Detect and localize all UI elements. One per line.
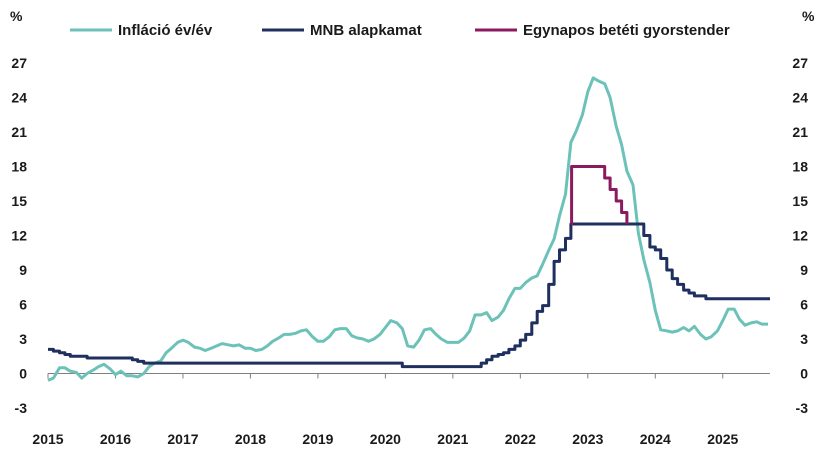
series-line-1: [48, 222, 770, 369]
y-tick-right: 27: [792, 55, 808, 71]
y-axis-right: -3 0 3 6 9 12 15 18 21 24 27: [792, 55, 808, 416]
y-tick-right: 9: [800, 262, 808, 278]
y-tick-left: 21: [11, 124, 27, 140]
x-tick-label: 2023: [572, 431, 603, 447]
y-tick-left: 27: [11, 55, 27, 71]
legend-label-0: Infláció év/év: [118, 22, 213, 39]
x-tick-label: 2015: [32, 431, 63, 447]
x-tick-label: 2022: [505, 431, 536, 447]
x-tick-label: 2021: [437, 431, 468, 447]
y-tick-right: 12: [792, 228, 808, 244]
y-tick-right: -3: [796, 400, 809, 416]
plot-area: [47, 76, 770, 382]
y-axis-right-label: %: [802, 8, 815, 24]
x-tick-label: 2024: [640, 431, 671, 447]
y-tick-left: -3: [15, 400, 28, 416]
legend-label-1: MNB alapkamat: [310, 22, 422, 39]
y-tick-left: 0: [19, 366, 27, 382]
legend: Infláció év/év MNB alapkamat Egynapos beté…: [70, 22, 730, 39]
y-tick-right: 15: [792, 193, 808, 209]
y-tick-right: 0: [800, 366, 808, 382]
x-axis: 2015 2016 2017 2018 2019 2020 2021 2022 2023 2024…: [32, 373, 770, 447]
y-axis-left: -3 0 3 6 9 12 15 18 21 24 27: [11, 55, 27, 416]
x-tick-label: 2016: [100, 431, 131, 447]
y-axis-left-label: %: [10, 8, 23, 24]
legend-label-2: Egynapos betéti gyorstender: [523, 22, 730, 39]
x-tick-label: 2017: [167, 431, 198, 447]
y-tick-left: 3: [19, 331, 27, 347]
x-tick-label: 2019: [302, 431, 333, 447]
y-tick-right: 24: [792, 90, 808, 106]
x-tick-label: 2018: [235, 431, 266, 447]
y-tick-right: 6: [800, 297, 808, 313]
series-line-2: [570, 165, 629, 226]
y-tick-left: 9: [19, 262, 27, 278]
y-tick-left: 12: [11, 228, 27, 244]
x-tick-label: 2025: [707, 431, 738, 447]
y-tick-right: 21: [792, 124, 808, 140]
y-tick-right: 3: [800, 331, 808, 347]
x-tick-label: 2020: [370, 431, 401, 447]
y-tick-left: 15: [11, 193, 27, 209]
y-tick-right: 18: [792, 159, 808, 175]
y-tick-left: 24: [11, 90, 27, 106]
y-tick-left: 6: [19, 297, 27, 313]
series-line-0: [47, 76, 768, 382]
y-tick-left: 18: [11, 159, 27, 175]
